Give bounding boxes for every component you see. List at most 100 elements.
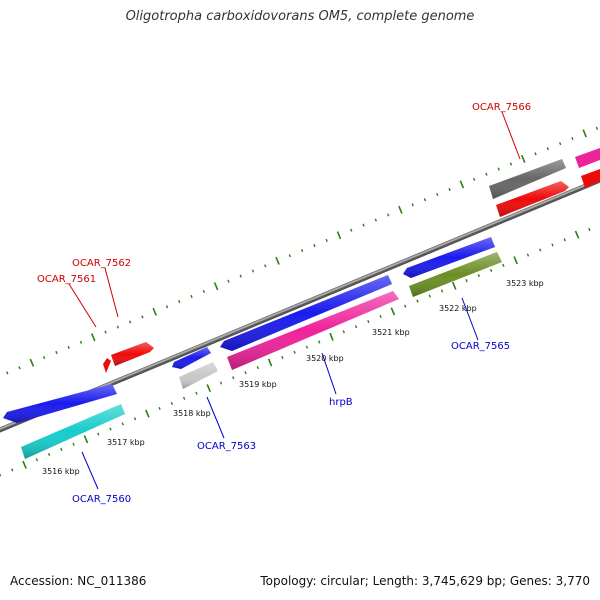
major-tick	[90, 333, 96, 342]
minor-tick	[563, 238, 566, 242]
minor-tick	[595, 126, 599, 130]
minor-tick	[109, 427, 112, 431]
minor-tick	[165, 305, 169, 309]
minor-tick	[47, 453, 51, 457]
minor-tick	[318, 340, 321, 344]
minor-tick	[588, 227, 591, 232]
minor-tick	[128, 320, 132, 324]
minor-tick	[244, 371, 247, 375]
minor-tick	[219, 381, 223, 385]
gene-red-upper[interactable]	[496, 181, 569, 217]
major-tick	[513, 256, 518, 265]
gene-ocar-7566[interactable]	[489, 159, 566, 199]
minor-tick	[448, 187, 451, 192]
tick-labels: 3516 kbp 3517 kbp 3518 kbp 3519 kbp 3520…	[42, 279, 544, 476]
minor-tick	[411, 203, 414, 207]
gene-blue-2[interactable]	[172, 347, 211, 369]
minor-tick	[67, 345, 70, 349]
major-tick	[152, 307, 157, 316]
tick-label: 3518 kbp	[173, 409, 211, 418]
gene-blue-1[interactable]	[3, 384, 117, 423]
minor-tick	[18, 366, 21, 370]
minor-tick	[178, 300, 181, 304]
major-tick	[390, 307, 396, 316]
minor-tick	[440, 289, 444, 293]
minor-tick	[202, 289, 206, 293]
minor-tick	[6, 371, 9, 375]
major-tick	[29, 358, 35, 367]
tick-label: 3516 kbp	[42, 467, 80, 476]
gene-label-ocar-7566[interactable]: OCAR_7566	[472, 102, 531, 113]
tick-label: 3521 kbp	[372, 328, 410, 337]
minor-tick	[264, 264, 267, 268]
minor-tick	[42, 356, 46, 360]
gene-label-ocar-7560[interactable]: OCAR_7560	[72, 494, 131, 505]
minor-tick	[72, 442, 75, 446]
gene-label-ocar-7563[interactable]: OCAR_7563	[197, 441, 256, 452]
minor-tick	[35, 458, 39, 462]
minor-tick	[104, 330, 107, 334]
minor-tick	[0, 473, 2, 477]
gene-label-hrpb[interactable]: hrpB	[329, 397, 353, 408]
minor-tick	[386, 213, 390, 217]
major-tick	[582, 129, 587, 138]
lower-tick-row	[0, 227, 591, 477]
minor-tick	[342, 330, 345, 334]
minor-tick	[350, 228, 353, 232]
major-tick	[574, 230, 580, 239]
minor-tick	[293, 350, 296, 354]
accession-text: Accession: NC_011386	[10, 574, 147, 588]
gene-ocar-7562[interactable]	[111, 342, 154, 366]
gene-label-ocar-7565[interactable]: OCAR_7565	[451, 341, 510, 352]
minor-tick	[416, 299, 419, 303]
gene-label-ocar-7562[interactable]: OCAR_7562	[72, 258, 131, 269]
minor-tick	[170, 401, 174, 405]
minor-tick	[313, 243, 316, 248]
gene-ocar-7560[interactable]	[21, 404, 125, 459]
minor-tick	[374, 218, 378, 222]
minor-tick	[190, 294, 193, 299]
genome-title: Oligotropha carboxidovorans OM5, complet…	[125, 9, 475, 24]
minor-tick	[502, 263, 505, 267]
minor-tick	[551, 243, 554, 247]
major-tick	[145, 409, 150, 418]
tick-label: 3517 kbp	[107, 438, 145, 447]
major-tick	[459, 180, 465, 189]
major-tick	[267, 358, 273, 367]
minor-tick	[60, 447, 63, 451]
major-tick	[520, 154, 526, 163]
minor-tick	[472, 177, 476, 181]
gene-ocar-7561[interactable]	[103, 358, 111, 373]
minor-tick	[55, 350, 58, 355]
minor-tick	[526, 253, 530, 257]
minor-tick	[423, 198, 427, 202]
minor-tick	[379, 314, 382, 319]
gene-features	[3, 148, 600, 459]
topology-text: Topology: circular; Length: 3,745,629 bp…	[260, 574, 590, 588]
minor-tick	[428, 294, 431, 298]
upper-tick-row	[6, 126, 599, 375]
minor-tick	[534, 152, 537, 156]
minor-tick	[239, 274, 242, 278]
gene-ocar-7563[interactable]	[179, 362, 218, 389]
major-tick	[329, 332, 334, 341]
minor-tick	[133, 417, 137, 421]
minor-tick	[281, 355, 284, 359]
gene-hrpb[interactable]	[227, 291, 399, 370]
minor-tick	[232, 376, 235, 380]
minor-tick	[97, 432, 100, 436]
gene-labels: OCAR_7561 OCAR_7562 OCAR_7566 OCAR_7560 …	[37, 102, 531, 505]
minor-tick	[546, 147, 550, 151]
gene-ocar-7565[interactable]	[409, 252, 502, 297]
gene-blue-3[interactable]	[220, 275, 392, 351]
minor-tick	[367, 320, 370, 324]
gene-blue-4[interactable]	[403, 237, 495, 278]
gene-label-ocar-7561[interactable]: OCAR_7561	[37, 274, 96, 285]
minor-tick	[325, 238, 328, 242]
minor-tick	[79, 340, 83, 344]
gene-magenta-upper[interactable]	[575, 148, 600, 168]
tick-label: 3523 kbp	[506, 279, 544, 288]
tick-label: 3520 kbp	[306, 354, 344, 363]
gene-red-upper-2[interactable]	[581, 169, 600, 188]
